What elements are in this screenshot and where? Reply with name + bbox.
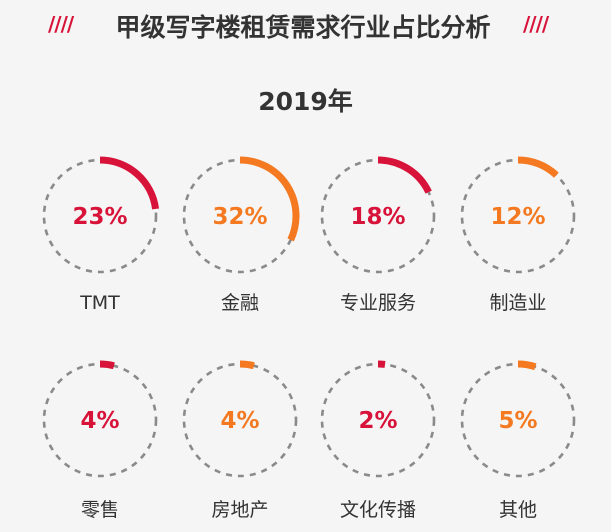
- percent-label: 4%: [80, 408, 119, 434]
- donut-value-arc: [239, 360, 255, 370]
- donut-track: [320, 158, 436, 274]
- header-slashes-right: ////: [523, 12, 549, 36]
- donut-value-arc: [377, 156, 432, 194]
- category-label: 专业服务: [340, 292, 416, 314]
- donut-2: 18% 专业服务: [320, 156, 436, 314]
- donut-track: [42, 158, 158, 274]
- header-slashes-left: ////: [48, 12, 74, 36]
- donut-value-arc: [99, 156, 160, 210]
- category-label: 其他: [499, 499, 537, 521]
- donut-6: 2% 文化传播: [320, 360, 436, 521]
- category-label: 零售: [81, 499, 119, 521]
- donut-5: 4% 房地产: [182, 360, 298, 521]
- donut-1: 32% 金融: [182, 156, 300, 314]
- percent-label: 2%: [358, 408, 397, 434]
- donut-value-arc: [239, 156, 300, 242]
- category-label: TMT: [79, 292, 120, 314]
- donut-track: [320, 362, 436, 478]
- donut-track: [460, 158, 576, 274]
- donut-track: [460, 362, 576, 478]
- chart-subtitle-year: 2019年: [258, 87, 353, 116]
- category-label: 制造业: [489, 292, 546, 314]
- percent-label: 4%: [220, 408, 259, 434]
- percent-label: 23%: [72, 204, 127, 230]
- category-label: 文化传播: [340, 499, 416, 521]
- percent-label: 5%: [498, 408, 537, 434]
- category-label: 房地产: [211, 499, 268, 521]
- donut-value-arc: [517, 156, 559, 178]
- category-label: 金融: [221, 292, 259, 314]
- donut-value-arc: [99, 360, 115, 370]
- percent-label: 18%: [350, 204, 405, 230]
- chart-title: 甲级写字楼租赁需求行业占比分析: [115, 13, 491, 42]
- donut-7: 5% 其他: [460, 360, 576, 521]
- percent-label: 32%: [212, 204, 267, 230]
- donut-3: 12% 制造业: [460, 156, 576, 314]
- donut-value-arc: [517, 360, 537, 371]
- donut-track: [42, 362, 158, 478]
- percent-label: 12%: [490, 204, 545, 230]
- donut-track: [182, 362, 298, 478]
- donut-4: 4% 零售: [42, 360, 158, 521]
- donut-0: 23% TMT: [42, 156, 160, 314]
